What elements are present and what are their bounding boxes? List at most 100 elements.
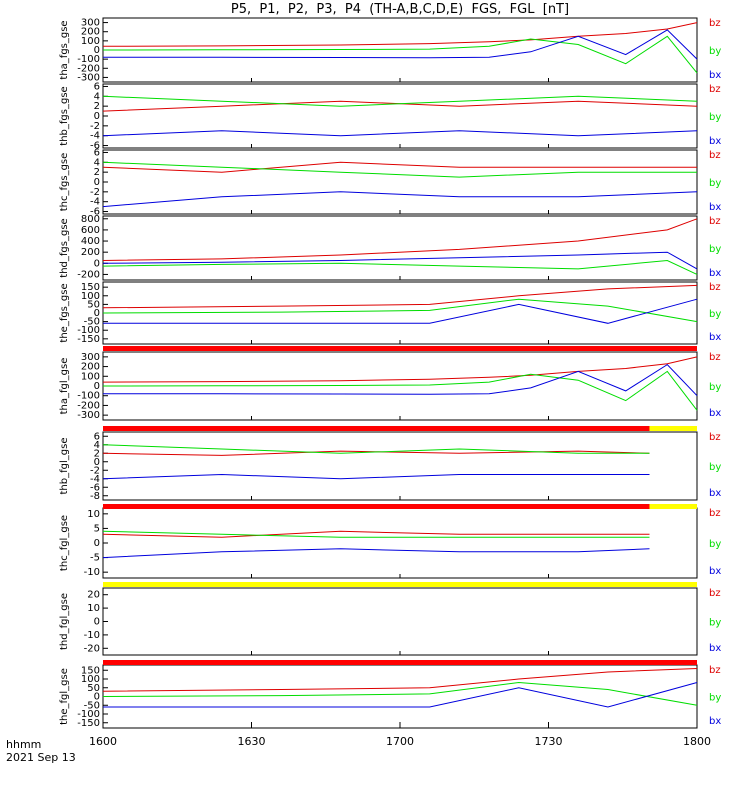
panel-frame [102,83,698,149]
x-tick-label: 1700 [386,735,414,748]
y-tick-label: 0 [94,258,100,269]
legend-by: by [709,618,721,629]
x-tick-label: 1800 [683,735,711,748]
y-tick-label: 50 [87,299,100,310]
y-tick-label: -5 [90,553,100,564]
y-tick-label: 2 [94,167,100,178]
y-tick-label: -100 [77,391,100,402]
y-tick-label: 10 [87,603,100,614]
legend-bx: bx [709,332,721,343]
y-tick-label: -50 [84,700,100,711]
y-tick-label: 200 [81,247,100,258]
y-tick-label: -4 [90,474,100,485]
y-tick-label: 150 [81,665,100,676]
series-line-bx [103,29,698,60]
y-tick-label: -10 [84,567,100,578]
panel-frame [102,507,698,579]
legend-by: by [709,382,721,393]
legend-by: by [709,178,721,189]
series-line-bx [103,363,698,397]
legend-by: by [709,539,721,550]
series-line-bx [102,251,698,270]
panel-frame [102,587,698,656]
y-tick-label: 50 [87,683,100,694]
series-line-bx [102,473,650,480]
y-tick-label: -10 [84,630,100,641]
status-bar-segment [103,582,697,587]
y-tick-label: 6 [94,81,100,92]
legend-bz: bz [709,216,721,227]
y-tick-label: -4 [90,131,100,142]
y-axis-label: thc_fgs_gse [59,153,70,212]
y-tick-label: -150 [77,334,100,345]
status-bar-segment [103,346,697,351]
legend-by: by [709,112,721,123]
x-tick-label: 1630 [238,735,266,748]
y-tick-label: 2 [94,448,100,459]
y-tick-label: 300 [81,352,100,363]
y-tick-label: 4 [94,157,100,168]
y-axis-label: the_fgs_gse [59,283,70,342]
y-tick-label: -200 [77,400,100,411]
legend-bz: bz [709,588,721,599]
y-tick-label: 100 [81,371,100,382]
legend-by: by [709,244,721,255]
y-tick-label: -200 [77,63,100,74]
series-line-bz [102,450,650,456]
y-tick-label: -300 [77,72,100,83]
y-tick-label: -200 [77,269,100,280]
y-tick-label: -2 [90,465,100,476]
series-line-bz [102,668,698,692]
y-axis-label: tha_fgl_gse [59,358,70,415]
status-bar-segment [103,426,650,431]
series-line-bz [102,356,698,383]
y-tick-label: 200 [81,362,100,373]
legend-bx: bx [709,202,721,213]
y-tick-label: 400 [81,236,100,247]
y-tick-label: 0 [94,381,100,392]
legend-bz: bz [709,432,721,443]
y-tick-label: 10 [87,509,100,520]
y-tick-label: -2 [90,187,100,198]
legend-bx: bx [709,136,721,147]
status-bar-segment [103,660,697,665]
y-tick-label: -100 [77,709,100,720]
y-tick-label: -50 [84,317,100,328]
y-tick-label: -100 [77,325,100,336]
legend-bz: bz [709,352,721,363]
y-tick-label: 800 [81,214,100,225]
y-tick-label: 150 [81,282,100,293]
y-tick-label: 0 [94,177,100,188]
series-line-bx [103,682,698,708]
y-axis-label: thc_fgl_gse [59,515,70,571]
panel-frame [102,215,698,281]
date-label: 2021 Sep 13 [6,751,76,764]
y-tick-label: -6 [90,141,100,152]
y-tick-label: -6 [90,482,100,493]
legend-bx: bx [709,643,721,654]
x-tick-label: 1730 [535,735,563,748]
y-tick-label: -150 [77,718,100,729]
y-axis-label: thd_fgl_gse [59,593,70,650]
series-line-by [102,530,650,538]
y-tick-label: -4 [90,197,100,208]
y-tick-label: 5 [94,523,100,534]
status-bar-segment [649,426,697,431]
series-line-bz [102,530,650,538]
legend-bx: bx [709,488,721,499]
status-bar-segment [103,504,650,509]
y-tick-label: -2 [90,121,100,132]
y-tick-label: 6 [94,147,100,158]
y-tick-label: 0 [94,308,100,319]
y-tick-label: 4 [94,440,100,451]
y-tick-label: 600 [81,225,100,236]
status-bar-segment [649,504,697,509]
legend-by: by [709,46,721,57]
y-tick-label: 0 [94,111,100,122]
legend-bx: bx [709,566,721,577]
legend-bz: bz [709,84,721,95]
y-tick-label: 300 [81,18,100,29]
series-line-by [102,95,698,107]
y-axis-label: thb_fgl_gse [59,438,70,495]
